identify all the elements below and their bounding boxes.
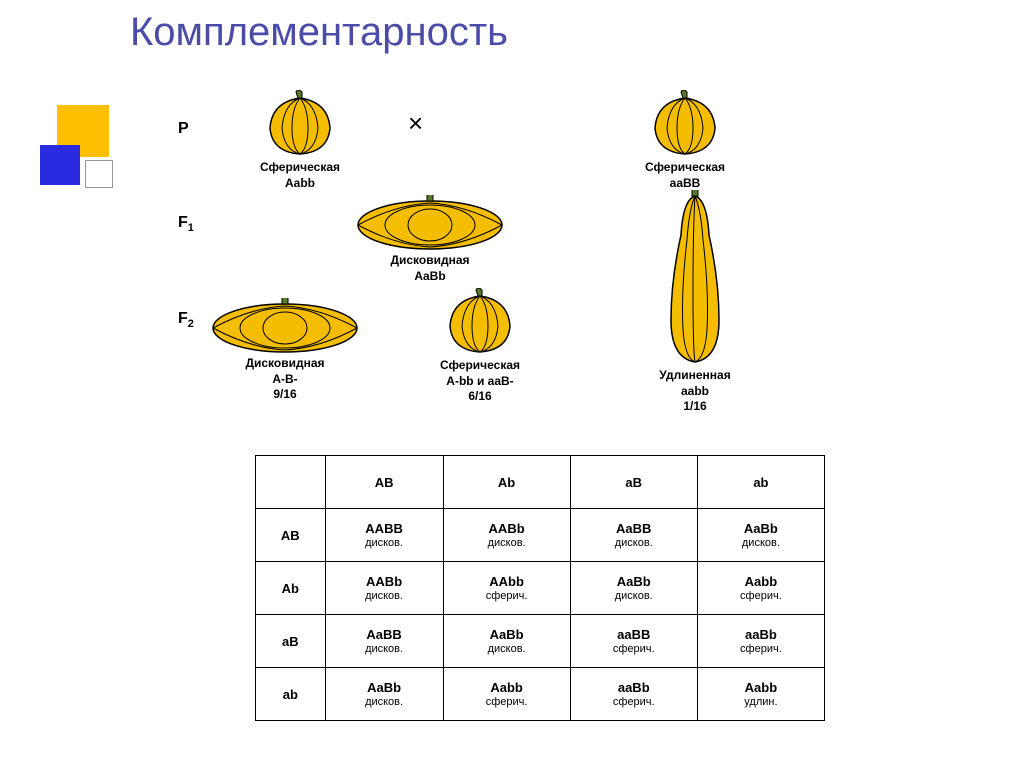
table-row: AB Ab aB ab	[256, 456, 825, 509]
decor-square-blue	[40, 145, 80, 185]
generation-label-p: P	[178, 120, 189, 138]
pumpkin-f2-elongated: Удлиненная aabb 1/16	[640, 190, 750, 415]
page-title: Комплементарность	[130, 10, 508, 55]
table-row: Ab AABbдисков. AAbbсферич. AaBbдисков. A…	[256, 562, 825, 615]
generation-label-f1: F1	[178, 214, 194, 234]
table-row: ab AaBbдисков. Aabbсферич. aaBbсферич. A…	[256, 668, 825, 721]
decor-square-outline	[85, 160, 113, 188]
table-row: aB AaBBдисков. AaBbдисков. aaBBсферич. a…	[256, 615, 825, 668]
table-row: AB AABBдисков. AABbдисков. AaBBдисков. A…	[256, 509, 825, 562]
pumpkin-f2-spherical: Сферическая A-bb и aaB- 6/16	[415, 288, 545, 405]
pumpkin-f1: Дисковидная AaBb	[345, 195, 515, 284]
cross-symbol: ×	[408, 108, 423, 139]
pumpkin-p-right: Сферическая aaBB	[630, 90, 740, 191]
pumpkin-p-left: Сферическая Aabb	[245, 90, 355, 191]
generation-label-f2: F2	[178, 310, 194, 330]
punnett-square: AB Ab aB ab AB AABBдисков. AABbдисков. A…	[255, 455, 825, 721]
pumpkin-f2-disc: Дисковидная A-B- 9/16	[200, 298, 370, 403]
